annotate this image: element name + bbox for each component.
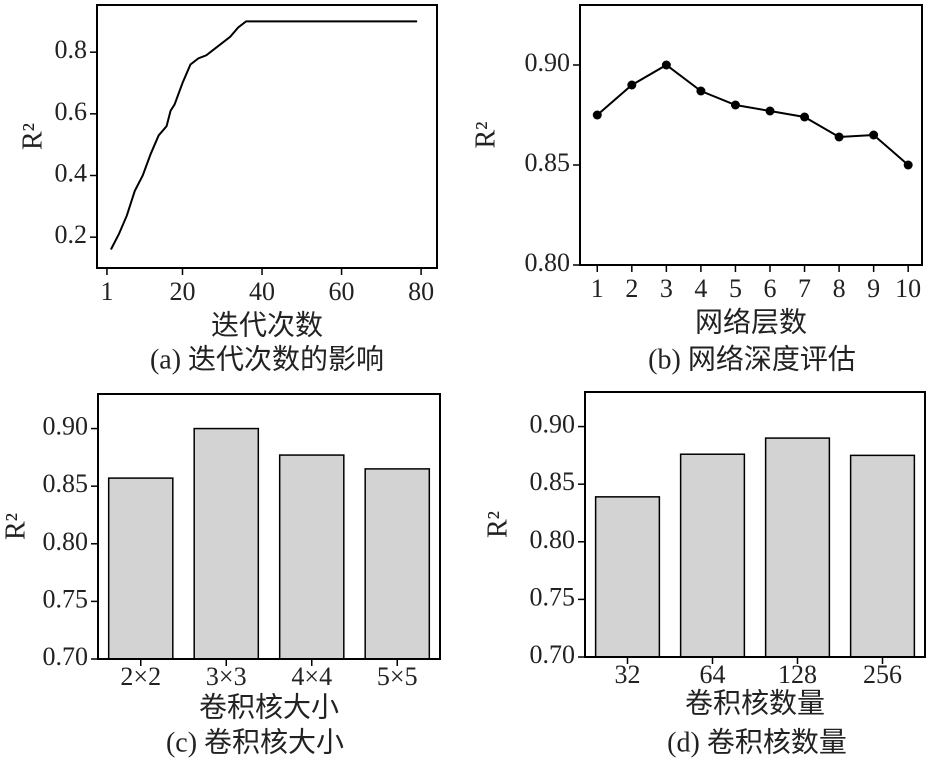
x-tick-label: 128 xyxy=(778,660,817,689)
x-tick-label: 64 xyxy=(700,660,726,689)
point xyxy=(800,112,810,122)
bar xyxy=(679,453,746,658)
point xyxy=(765,106,775,116)
x-tick-label: 2 xyxy=(625,274,638,303)
x-tick-label: 32 xyxy=(615,660,641,689)
bar xyxy=(764,437,831,658)
y-tick-label: 0.75 xyxy=(43,584,89,613)
plot-frame xyxy=(584,391,926,658)
x-axis-label: 卷积核数量 xyxy=(685,687,825,719)
caption: (b) 网络深度评估 xyxy=(648,343,856,375)
caption: (a) 迭代次数的影响 xyxy=(150,343,384,375)
point xyxy=(627,80,637,90)
y-tick-label: 0.80 xyxy=(530,525,576,554)
bar xyxy=(594,496,661,658)
x-axis-label: 网络层数 xyxy=(695,306,807,338)
x-tick-label: 3×3 xyxy=(206,662,247,691)
x-tick-label: 2×2 xyxy=(120,662,161,691)
x-tick-label: 40 xyxy=(249,277,275,306)
line xyxy=(110,20,418,250)
point xyxy=(834,132,844,142)
point xyxy=(592,110,602,120)
point xyxy=(661,60,671,70)
y-tick-label: 0.85 xyxy=(43,469,89,498)
x-tick-label: 5 xyxy=(729,274,742,303)
y-tick-label: 0.80 xyxy=(525,248,571,277)
y-tick-label: 0.8 xyxy=(55,35,88,64)
x-tick-label: 80 xyxy=(408,277,434,306)
x-tick-label: 60 xyxy=(329,277,355,306)
x-tick-label: 5×5 xyxy=(377,662,418,691)
y-axis-label: R² xyxy=(17,123,48,150)
plot-frame xyxy=(97,393,441,660)
bar xyxy=(107,477,174,660)
y-axis-label: R² xyxy=(482,511,513,538)
x-tick-label: 4 xyxy=(694,274,707,303)
y-tick-label: 0.75 xyxy=(530,582,576,611)
x-tick-label: 4×4 xyxy=(291,662,332,691)
y-axis-label: R² xyxy=(470,121,501,148)
y-tick-label: 0.85 xyxy=(525,148,571,177)
line xyxy=(596,63,909,166)
x-tick-label: 10 xyxy=(895,274,921,303)
y-tick-label: 0.6 xyxy=(55,97,88,126)
y-tick-label: 0.90 xyxy=(530,410,576,439)
caption: (c) 卷积核大小 xyxy=(166,726,344,758)
y-tick-label: 0.70 xyxy=(530,640,576,669)
y-tick-label: 0.80 xyxy=(43,527,89,556)
y-tick-label: 0.85 xyxy=(530,467,576,496)
x-tick-label: 8 xyxy=(833,274,846,303)
point xyxy=(696,86,706,96)
x-tick-label: 6 xyxy=(764,274,777,303)
y-tick-label: 0.70 xyxy=(43,642,89,671)
y-tick-label: 0.4 xyxy=(55,158,88,187)
x-tick-label: 20 xyxy=(169,277,195,306)
point xyxy=(869,130,879,140)
bar xyxy=(364,468,431,660)
x-tick-label: 1 xyxy=(100,277,113,306)
x-axis-label: 迭代次数 xyxy=(211,309,323,341)
x-tick-label: 3 xyxy=(660,274,673,303)
y-tick-label: 0.90 xyxy=(43,412,89,441)
y-tick-label: 0.90 xyxy=(525,48,571,77)
y-axis-label: R² xyxy=(0,513,31,540)
bar xyxy=(278,454,345,660)
plot-frame xyxy=(96,4,438,269)
point xyxy=(903,160,913,170)
x-tick-label: 9 xyxy=(867,274,880,303)
plot-frame xyxy=(579,4,923,266)
x-tick-label: 7 xyxy=(798,274,811,303)
y-tick-label: 0.2 xyxy=(55,220,88,249)
point xyxy=(730,100,740,110)
caption: (d) 卷积核数量 xyxy=(667,726,847,758)
bar xyxy=(193,427,260,660)
x-tick-label: 1 xyxy=(591,274,604,303)
x-axis-label: 卷积核大小 xyxy=(199,691,339,723)
bar xyxy=(849,454,916,658)
x-tick-label: 256 xyxy=(863,660,902,689)
